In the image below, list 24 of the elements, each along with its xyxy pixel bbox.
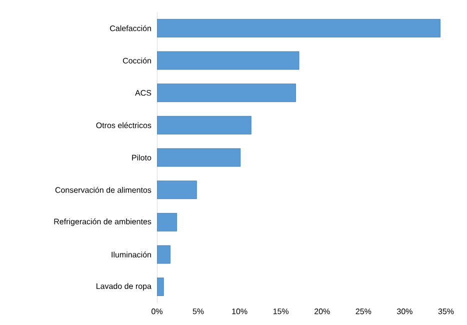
x-tick-label: 35% <box>438 308 454 314</box>
y-tick-label: Cocción <box>122 58 151 64</box>
bar <box>157 212 178 232</box>
y-tick-label: Conservación de alimentos <box>55 186 152 193</box>
y-tick-label: Otros eléctricos <box>96 122 152 128</box>
x-tick-label: 20% <box>314 308 330 314</box>
bar <box>157 51 300 70</box>
bar <box>157 116 252 134</box>
y-tick-label: Refrigeración de ambientes <box>54 218 152 226</box>
bar <box>157 18 440 38</box>
bar <box>157 180 197 200</box>
x-tick-label: 10% <box>232 308 248 314</box>
y-tick-label: ACS <box>135 90 152 96</box>
x-tick-label: 30% <box>397 308 412 314</box>
y-tick-label: Lavado de ropa <box>96 283 152 291</box>
x-tick-label: 15% <box>273 308 289 314</box>
x-tick-label: 25% <box>356 308 372 314</box>
x-tick-label: 5% <box>192 308 204 314</box>
bar <box>157 148 241 167</box>
x-tick-label: 0% <box>152 308 162 314</box>
y-tick-label: Iluminación <box>112 252 151 258</box>
y-tick-label: Calefacción <box>110 25 151 32</box>
y-tick-label: Piloto <box>132 154 152 160</box>
bar <box>157 84 296 102</box>
